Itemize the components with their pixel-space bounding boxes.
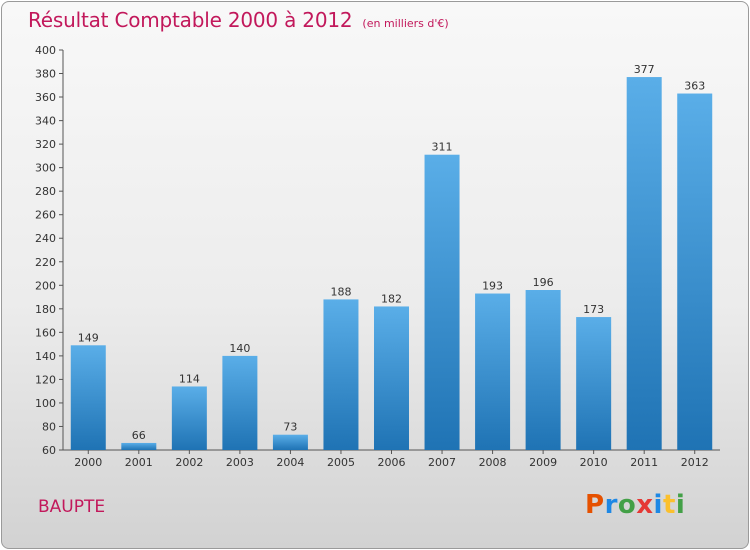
data-label: 66	[132, 429, 146, 442]
x-tick-label: 2002	[175, 456, 203, 469]
y-tick-label: 80	[42, 420, 56, 433]
x-tick-label: 2008	[479, 456, 507, 469]
data-label: 377	[634, 63, 655, 76]
title-row: Résultat Comptable 2000 à 2012 (en millie…	[28, 8, 449, 32]
logo-letter: x	[636, 490, 654, 520]
bar	[576, 317, 612, 450]
y-tick-label: 140	[35, 350, 56, 363]
data-label: 363	[684, 80, 705, 93]
y-tick-label: 240	[35, 232, 56, 245]
bar	[424, 154, 460, 451]
x-tick-label: 2005	[327, 456, 355, 469]
data-label: 149	[78, 331, 99, 344]
commune-name: BAUPTE	[38, 497, 106, 517]
bar	[70, 345, 106, 450]
data-label: 140	[229, 342, 250, 355]
x-tick-label: 2010	[580, 456, 608, 469]
bar	[222, 355, 258, 450]
x-tick-label: 2003	[226, 456, 254, 469]
y-tick-label: 100	[35, 397, 56, 410]
data-label: 311	[432, 141, 453, 154]
y-tick-label: 400	[35, 44, 56, 57]
bar	[323, 299, 359, 450]
logo-letter: P	[585, 490, 605, 520]
y-tick-label: 60	[42, 444, 56, 457]
x-tick-label: 2011	[630, 456, 658, 469]
bar	[626, 77, 662, 450]
bar	[121, 442, 157, 450]
data-label: 188	[330, 285, 351, 298]
data-label: 73	[283, 421, 297, 434]
y-tick-label: 200	[35, 279, 56, 292]
bar	[677, 93, 713, 450]
x-tick-label: 2012	[681, 456, 709, 469]
y-tick-label: 220	[35, 256, 56, 269]
bar	[475, 293, 511, 450]
chart-title: Résultat Comptable 2000 à 2012	[28, 8, 353, 32]
bar	[525, 290, 561, 450]
data-label: 182	[381, 292, 402, 305]
x-tick-label: 2006	[378, 456, 406, 469]
y-tick-label: 280	[35, 185, 56, 198]
logo-letter: i	[675, 490, 686, 520]
bar	[272, 434, 308, 450]
y-tick-label: 300	[35, 162, 56, 175]
bar	[171, 386, 207, 450]
bar	[374, 306, 409, 450]
y-tick-label: 120	[35, 373, 56, 386]
y-tick-label: 320	[35, 138, 56, 151]
y-tick-label: 160	[35, 326, 56, 339]
y-tick-label: 180	[35, 303, 56, 316]
x-tick-label: 2009	[529, 456, 557, 469]
data-label: 173	[583, 303, 604, 316]
x-tick-label: 2004	[276, 456, 304, 469]
chart-subtitle: (en milliers d'€)	[362, 17, 449, 30]
data-label: 193	[482, 280, 503, 293]
logo-letter: o	[617, 490, 637, 520]
data-label: 114	[179, 372, 200, 385]
logo-letter: i	[653, 490, 663, 520]
logo-letter: r	[604, 490, 618, 520]
logo-letter: t	[662, 490, 676, 520]
y-tick-label: 340	[35, 115, 56, 128]
y-tick-label: 360	[35, 91, 56, 104]
x-tick-label: 2001	[125, 456, 153, 469]
x-tick-label: 2007	[428, 456, 456, 469]
proxiti-logo: Proxiti	[585, 490, 685, 520]
y-tick-label: 380	[35, 68, 56, 81]
data-label: 196	[533, 276, 554, 289]
x-tick-label: 2000	[74, 456, 102, 469]
y-tick-label: 260	[35, 209, 56, 222]
